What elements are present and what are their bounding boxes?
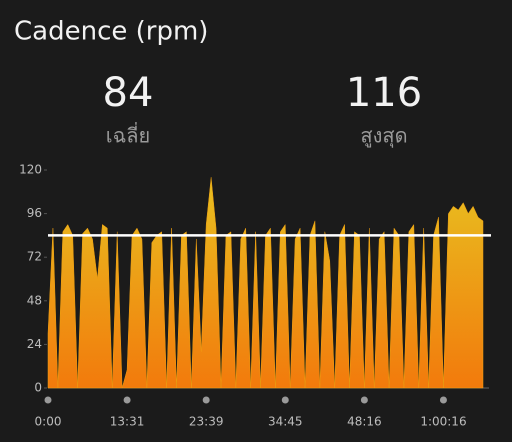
x-tick-dot [439,396,447,404]
y-tick-label: 0 [34,381,42,395]
cadence-area [47,177,484,389]
average-label: เฉลี่ย [106,122,150,148]
x-tick-label: 13:31 [110,415,145,429]
y-tick-label: 72 [27,250,42,264]
x-tick-dot [123,396,131,404]
x-tick-dot [44,396,52,404]
y-tick-label: 96 [27,206,42,220]
x-tick-label: 48:16 [347,415,382,429]
max-label: สูงสุด [360,124,407,149]
x-tick-label: 23:39 [189,415,224,429]
y-tick-label: 48 [27,293,42,307]
max-value: 116 [346,70,422,116]
x-tick-label: 1:00:16 [420,415,466,429]
x-tick-label: 0:00 [35,415,62,429]
y-tick-label: 120 [19,163,42,177]
x-tick-dot [202,396,210,404]
x-tick-label: 34:45 [268,415,303,429]
average-value: 84 [103,70,154,116]
chart-title: Cadence (rpm) [14,17,208,47]
x-tick-dot [360,396,368,404]
x-tick-dot [281,396,289,404]
y-tick-label: 24 [27,337,42,351]
